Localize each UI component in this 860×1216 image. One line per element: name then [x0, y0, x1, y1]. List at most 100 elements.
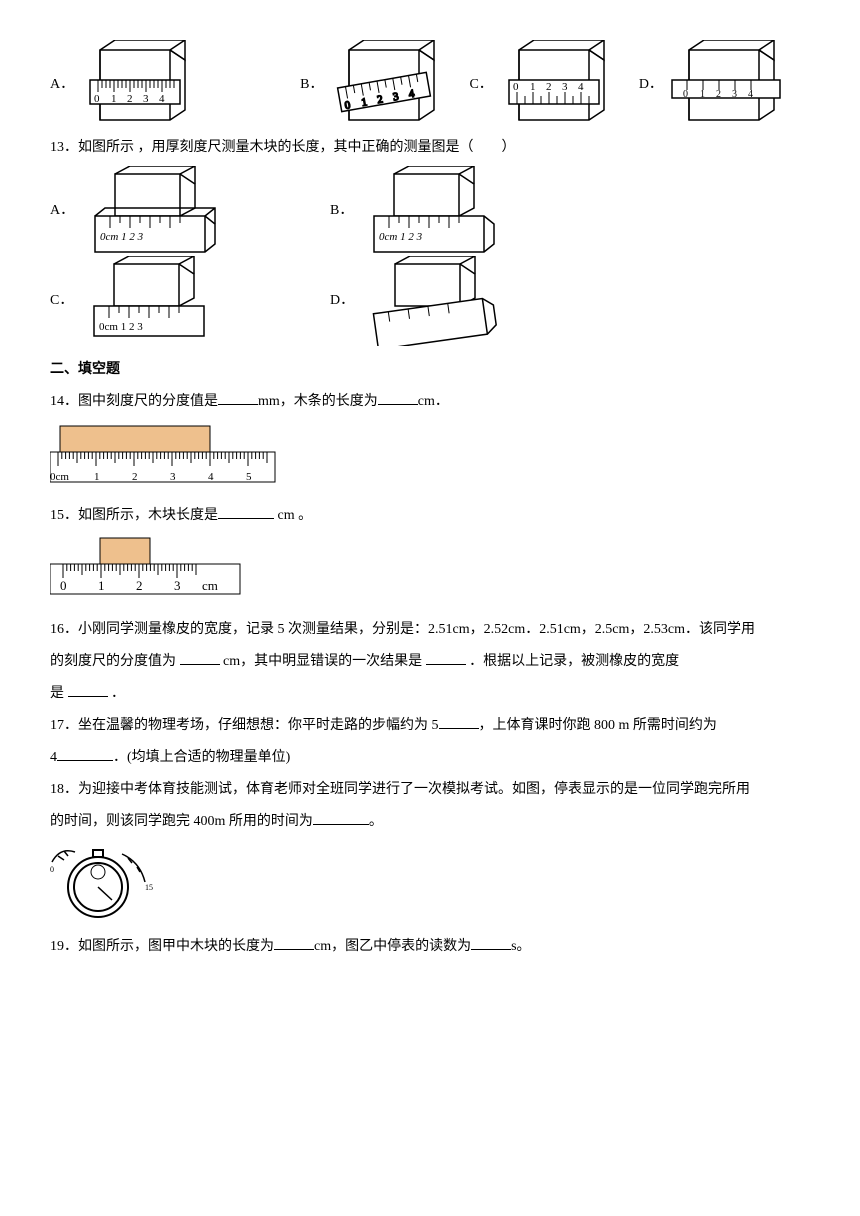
- q13-options-row1: A． 0cm 1 2 3 B．: [50, 166, 810, 256]
- opt-c-label: C．: [469, 71, 492, 99]
- svg-text:0: 0: [683, 89, 688, 100]
- q15-figure: 0 1 2 3 cm: [50, 536, 810, 606]
- q17-blank1: [439, 715, 479, 729]
- q14-u1: mm，木条的长度为: [258, 394, 378, 409]
- svg-text:1: 1: [111, 93, 117, 105]
- q13-text: 13．如图所示 ，用厚刻度尺测量木块的长度，其中正确的测量图是（ ）: [50, 134, 810, 162]
- svg-text:4: 4: [159, 93, 165, 105]
- q17-l1: 17．坐在温馨的物理考场，仔细想想：你平时走路的步幅约为 5 ，上体育课时你跑 8…: [50, 712, 810, 740]
- svg-text:0: 0: [50, 865, 54, 874]
- q15-t1: 15．如图所示，木块长度是: [50, 508, 218, 523]
- svg-text:4: 4: [748, 89, 753, 100]
- opt-a: A． 0 1 2 3 4: [50, 40, 200, 130]
- q14-blank2: [378, 391, 418, 405]
- q16-l2c: ．根据以上记录，被测橡皮的宽度: [466, 654, 680, 669]
- svg-text:3: 3: [732, 89, 737, 100]
- q14-u2: cm．: [418, 394, 449, 409]
- q14-blank1: [218, 391, 258, 405]
- q19-blank2: [471, 936, 511, 950]
- q16-blank2: [426, 651, 466, 665]
- q18-blank: [313, 811, 369, 825]
- opt-d: D． 0 1 23 4: [639, 40, 789, 130]
- q15-blank: [218, 505, 274, 519]
- q18-l2b: 。: [369, 814, 383, 829]
- svg-text:15: 15: [145, 883, 153, 892]
- svg-text:0cm: 0cm: [50, 471, 69, 483]
- section2-title: 二、填空题: [50, 356, 810, 384]
- q17-l1b: ，上体育课时你跑 800 m 所需时间约为: [479, 718, 717, 733]
- svg-text:0cm 1 2 3: 0cm 1 2 3: [100, 231, 144, 243]
- q13-c: C． 0cm 1 2 3: [50, 256, 330, 346]
- svg-text:3: 3: [170, 471, 176, 483]
- svg-text:3: 3: [562, 81, 568, 93]
- q15-text: 15．如图所示，木块长度是 cm 。: [50, 502, 810, 530]
- q12-options: A． 0 1 2 3 4 B．: [50, 40, 810, 130]
- svg-text:1: 1: [98, 578, 105, 593]
- q13-a-label: A．: [50, 197, 74, 225]
- q13-b-label: B．: [330, 197, 353, 225]
- svg-text:3: 3: [143, 93, 149, 105]
- opt-c: C． 01 23 4: [469, 40, 618, 130]
- q17-l2b: ．(均填上合适的物理量单位): [113, 750, 290, 765]
- svg-text:3: 3: [174, 578, 181, 593]
- q18-l2a: 的时间，则该同学跑完 400m 所用的时间为: [50, 814, 313, 829]
- svg-text:5: 5: [246, 471, 252, 483]
- q13-fig-d: [360, 256, 500, 346]
- q19-t1: 19．如图所示，图甲中木块的长度为: [50, 939, 274, 954]
- q17-l1a: 17．坐在温馨的物理考场，仔细想想：你平时走路的步幅约为 5: [50, 718, 439, 733]
- q12-fig-d: 0 1 23 4: [669, 40, 789, 130]
- q14-text: 14．图中刻度尺的分度值是 mm，木条的长度为 cm．: [50, 388, 810, 416]
- q17-blank2: [57, 747, 113, 761]
- svg-text:0: 0: [513, 81, 519, 93]
- svg-text:1: 1: [700, 89, 705, 100]
- q16-l3a: 是: [50, 686, 68, 701]
- q16-l2: 的刻度尺的分度值为 cm，其中明显错误的一次结果是 ．根据以上记录，被测橡皮的宽…: [50, 648, 810, 676]
- q16-l2b: cm，其中明显错误的一次结果是: [220, 654, 426, 669]
- q19-t3: s。: [511, 939, 530, 954]
- q15-t2: cm 。: [274, 508, 312, 523]
- q18-l2: 的时间，则该同学跑完 400m 所用的时间为 。: [50, 808, 810, 836]
- q16-l3b: ．: [108, 686, 126, 701]
- q16-l3: 是 ．: [50, 680, 810, 708]
- q18-l1: 18．为迎接中考体育技能测试，体育老师对全班同学进行了一次模拟考试。如图，停表显…: [50, 776, 810, 804]
- opt-a-label: A．: [50, 71, 74, 99]
- q12-fig-a: 0 1 2 3 4: [80, 40, 200, 130]
- svg-text:2: 2: [132, 471, 138, 483]
- svg-text:0cm 1 2 3: 0cm 1 2 3: [99, 321, 143, 333]
- svg-text:0: 0: [60, 578, 67, 593]
- svg-text:0: 0: [94, 93, 100, 105]
- opt-d-label: D．: [639, 71, 663, 99]
- q19-t2: cm，图乙中停表的读数为: [314, 939, 471, 954]
- svg-text:1: 1: [94, 471, 100, 483]
- q12-fig-c: 01 23 4: [499, 40, 619, 130]
- q12-fig-b: 01 23 4: [329, 40, 449, 130]
- svg-text:2: 2: [127, 93, 133, 105]
- opt-b: B． 01 23 4: [300, 40, 449, 130]
- q13-fig-a: 0cm 1 2 3: [80, 166, 220, 256]
- q16-l2a: 的刻度尺的分度值为: [50, 654, 180, 669]
- q13-fig-c: 0cm 1 2 3: [79, 256, 219, 346]
- q17-l2: 4 ．(均填上合适的物理量单位): [50, 744, 810, 772]
- opt-b-label: B．: [300, 71, 323, 99]
- q13-d: D．: [330, 256, 500, 346]
- svg-text:1: 1: [530, 81, 536, 93]
- q18-figure: 0 15: [50, 842, 810, 927]
- svg-text:2: 2: [136, 578, 143, 593]
- q13-fig-b: 0cm 1 2 3: [359, 166, 499, 256]
- svg-text:4: 4: [578, 81, 584, 93]
- svg-text:0cm 1 2 3: 0cm 1 2 3: [379, 231, 423, 243]
- q14-t1: 14．图中刻度尺的分度值是: [50, 394, 218, 409]
- q13-options-row2: C． 0cm 1 2 3 D．: [50, 256, 810, 346]
- q13-a: A． 0cm 1 2 3: [50, 166, 330, 256]
- q13-b: B． 0cm 1 2 3: [330, 166, 499, 256]
- q13-d-label: D．: [330, 287, 354, 315]
- q16-blank1: [180, 651, 220, 665]
- q14-figure: 0cm 1 2 3 4 5: [50, 422, 810, 492]
- svg-text:cm: cm: [202, 578, 218, 593]
- q19-text: 19．如图所示，图甲中木块的长度为 cm，图乙中停表的读数为 s。: [50, 933, 810, 961]
- svg-text:2: 2: [716, 89, 721, 100]
- q17-l2a: 4: [50, 750, 57, 765]
- svg-text:4: 4: [208, 471, 214, 483]
- svg-text:2: 2: [546, 81, 552, 93]
- q16-blank3: [68, 683, 108, 697]
